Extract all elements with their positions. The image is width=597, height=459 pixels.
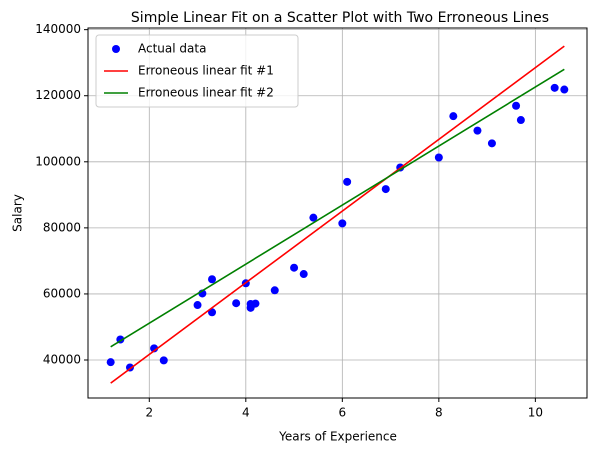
point [338, 219, 347, 228]
x-tick-label: 4 [242, 406, 250, 420]
plot-frame [87, 27, 588, 399]
y-tick-label: 120000 [35, 88, 81, 102]
legend-label: Erroneous linear fit #1 [138, 64, 274, 78]
point [449, 112, 458, 121]
point [193, 301, 202, 310]
point [343, 177, 352, 186]
fit-line [110, 68, 565, 348]
point [159, 356, 168, 365]
legend-label: Erroneous linear fit #2 [138, 86, 274, 100]
fit-line [110, 45, 565, 384]
point [516, 116, 525, 125]
point [299, 270, 308, 279]
legend-box [95, 34, 299, 108]
point [232, 299, 241, 308]
point [208, 275, 217, 284]
point [487, 139, 496, 148]
point [512, 101, 521, 110]
y-tick-label: 40000 [43, 353, 81, 367]
y-tick-label: 140000 [35, 22, 81, 36]
legend-marker [112, 45, 120, 53]
point [550, 83, 559, 92]
point [434, 153, 443, 162]
y-axis-label: Salary [11, 194, 25, 232]
y-tick-label: 80000 [43, 220, 81, 234]
point [106, 358, 115, 367]
point [381, 185, 390, 194]
y-tick-label: 100000 [35, 154, 81, 168]
x-axis-label: Years of Experience [278, 430, 397, 444]
x-tick-label: 2 [145, 406, 153, 420]
x-tick-label: 10 [528, 406, 543, 420]
chart-title: Simple Linear Fit on a Scatter Plot with… [131, 10, 549, 26]
point [270, 286, 279, 295]
point [309, 213, 318, 222]
x-tick-label: 8 [435, 406, 443, 420]
y-tick-label: 60000 [43, 286, 81, 300]
point [251, 299, 260, 308]
x-tick-label: 6 [339, 406, 347, 420]
point [560, 85, 569, 94]
point [473, 126, 482, 135]
legend-label: Actual data [138, 42, 206, 56]
point [290, 263, 299, 272]
